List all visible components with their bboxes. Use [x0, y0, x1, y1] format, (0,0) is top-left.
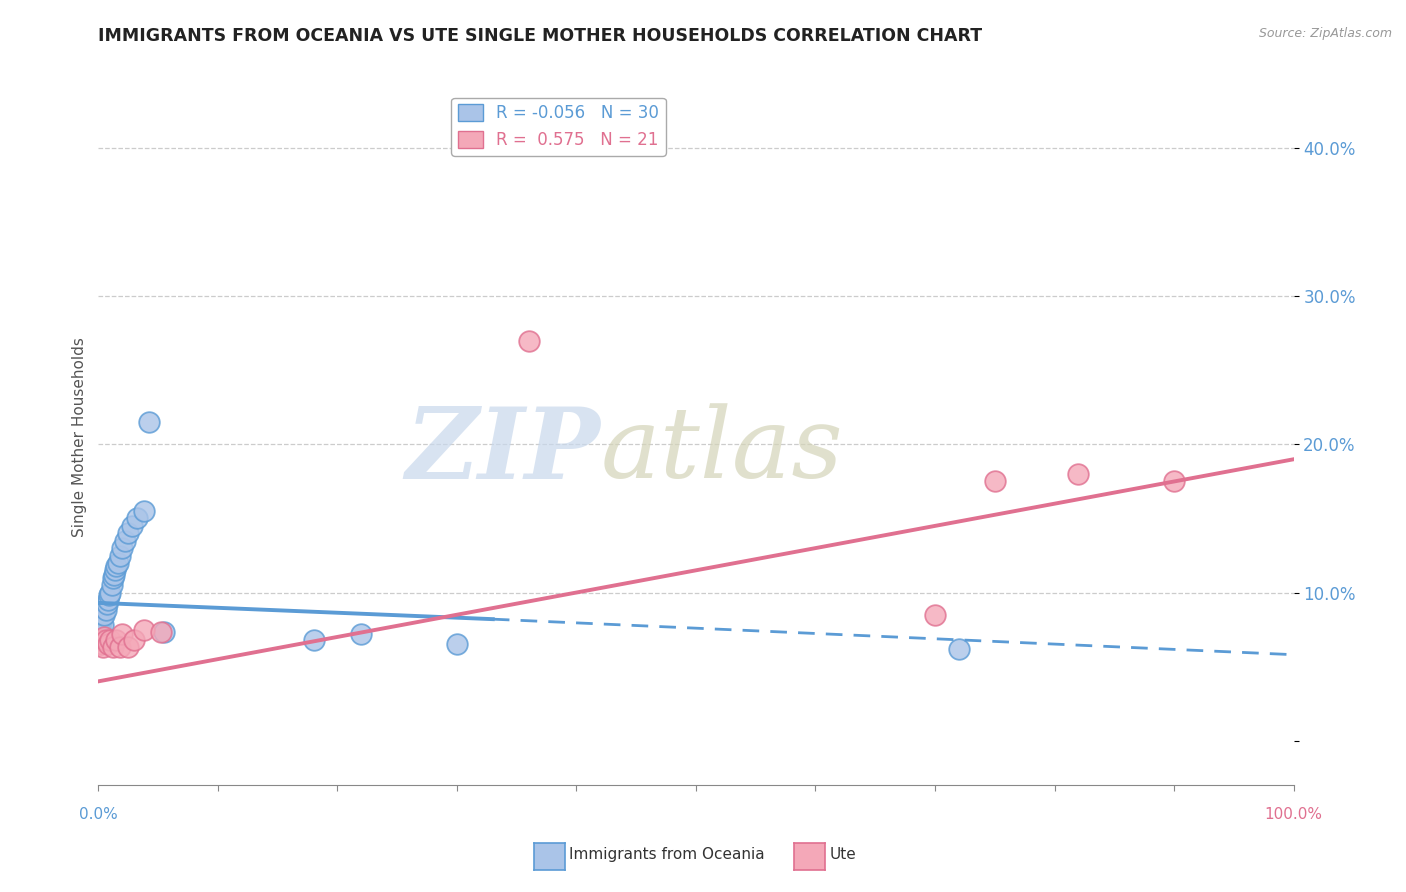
- Point: [105, 632, 128, 647]
- Point: [94, 632, 117, 647]
- Text: Ute: Ute: [830, 847, 856, 862]
- Point: [302, 632, 325, 647]
- Text: IMMIGRANTS FROM OCEANIA VS UTE SINGLE MOTHER HOUSEHOLDS CORRELATION CHART: IMMIGRANTS FROM OCEANIA VS UTE SINGLE MO…: [98, 27, 983, 45]
- Text: 0.0%: 0.0%: [79, 807, 118, 822]
- Point: [121, 519, 143, 533]
- Point: [93, 630, 115, 644]
- Point: [132, 504, 155, 518]
- Point: [948, 641, 970, 656]
- Text: atlas: atlas: [600, 403, 844, 499]
- Point: [91, 618, 114, 632]
- Point: [132, 623, 155, 637]
- Point: [98, 589, 121, 603]
- Point: [125, 511, 148, 525]
- Point: [124, 632, 146, 647]
- Point: [91, 640, 114, 655]
- Point: [103, 567, 125, 582]
- Point: [97, 637, 120, 651]
- Point: [108, 640, 131, 655]
- Point: [104, 563, 127, 577]
- Text: Immigrants from Oceania: Immigrants from Oceania: [569, 847, 765, 862]
- Point: [90, 632, 112, 647]
- Point: [117, 526, 139, 541]
- Text: Source: ZipAtlas.com: Source: ZipAtlas.com: [1258, 27, 1392, 40]
- Point: [90, 612, 112, 626]
- Point: [111, 541, 134, 555]
- Point: [90, 615, 112, 629]
- Text: 100.0%: 100.0%: [1264, 807, 1323, 822]
- Point: [153, 625, 176, 640]
- Point: [107, 556, 129, 570]
- Point: [111, 627, 134, 641]
- Point: [93, 607, 115, 622]
- Point: [924, 607, 946, 622]
- Point: [517, 334, 540, 348]
- Point: [114, 533, 136, 548]
- Point: [91, 627, 114, 641]
- Point: [1163, 475, 1185, 489]
- Point: [98, 632, 122, 647]
- Point: [105, 558, 128, 573]
- Point: [446, 637, 468, 651]
- Point: [108, 549, 131, 563]
- Point: [89, 623, 111, 637]
- Text: ZIP: ZIP: [405, 403, 600, 500]
- Point: [97, 593, 120, 607]
- Point: [138, 415, 160, 429]
- Point: [96, 598, 118, 612]
- Point: [983, 475, 1005, 489]
- Point: [149, 625, 172, 640]
- Y-axis label: Single Mother Households: Single Mother Households: [72, 337, 87, 537]
- Point: [101, 571, 124, 585]
- Point: [98, 585, 122, 599]
- Point: [100, 578, 122, 592]
- Legend: R = -0.056   N = 30, R =  0.575   N = 21: R = -0.056 N = 30, R = 0.575 N = 21: [451, 97, 666, 155]
- Point: [91, 637, 114, 651]
- Point: [350, 627, 373, 641]
- Point: [1067, 467, 1090, 481]
- Point: [101, 640, 124, 655]
- Point: [94, 603, 117, 617]
- Point: [117, 640, 139, 655]
- Point: [89, 637, 111, 651]
